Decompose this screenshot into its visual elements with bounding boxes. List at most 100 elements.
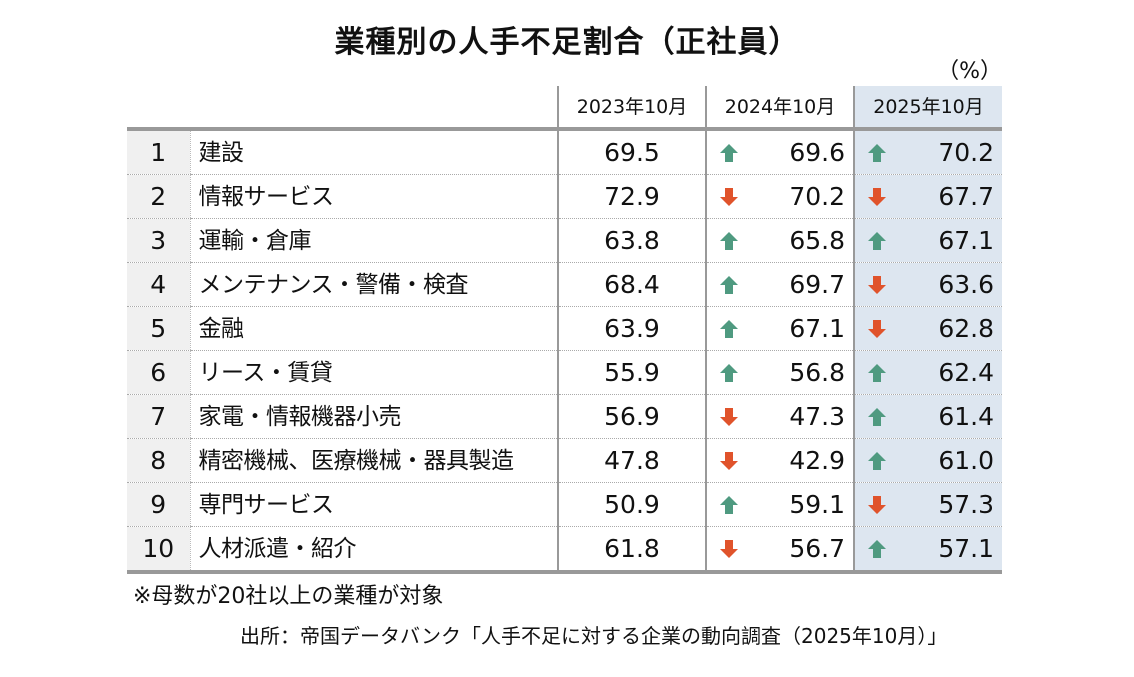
value-2025: 61.4 [938, 401, 994, 431]
table-row: 10 人材派遣・紹介 61.8 56.7 57.1 [127, 526, 1002, 574]
value-2024-cell: 69.6 [705, 129, 854, 175]
value-2025-cell: 63.6 [853, 262, 1002, 307]
value-2025: 61.0 [938, 445, 994, 475]
table-row: 9 専門サービス 50.9 59.1 57.3 [127, 482, 1002, 527]
arrow-up-icon [868, 143, 886, 162]
table-body: 1 建設 69.5 69.6 70.2 2 情報サービス 72.9 70.2 67.7 3 運輸・倉庫… [127, 129, 1002, 574]
value-2025-box: 61.4 [856, 401, 1002, 432]
value-2025: 63.6 [938, 269, 994, 299]
value-2025-box: 61.0 [856, 445, 1002, 476]
value-2025-cell: 70.2 [853, 129, 1002, 175]
value-2025-cell: 57.3 [853, 482, 1002, 527]
value-2025: 67.1 [938, 225, 994, 255]
value-2025-box: 70.2 [856, 137, 1002, 168]
value-2025-cell: 67.7 [853, 174, 1002, 219]
value-2023-cell: 63.8 [557, 218, 706, 263]
value-2024-box: 42.9 [708, 445, 853, 476]
value-2024-cell: 59.1 [705, 482, 854, 527]
header-2023: 2023年10月 [557, 86, 706, 131]
value-2025: 57.3 [938, 489, 994, 519]
rank-cell: 7 [127, 394, 190, 439]
value-2025-cell: 57.1 [853, 526, 1002, 574]
value-2024-box: 67.1 [708, 314, 853, 344]
industry-cell: メンテナンス・警備・検査 [189, 262, 558, 307]
value-2024-cell: 56.8 [705, 350, 854, 395]
value-2024: 59.1 [789, 489, 845, 519]
industry-cell: 専門サービス [189, 482, 558, 527]
arrow-up-icon [868, 451, 886, 470]
arrow-up-icon [720, 495, 738, 514]
arrow-up-icon [720, 275, 738, 294]
value-2025-box: 57.3 [856, 489, 1002, 520]
industry-cell: リース・賃貸 [189, 350, 558, 395]
table-row: 7 家電・情報機器小売 56.9 47.3 61.4 [127, 394, 1002, 439]
value-2024-box: 70.2 [708, 181, 853, 212]
industry-cell: 運輸・倉庫 [189, 218, 558, 263]
arrow-down-icon [720, 539, 738, 558]
industry-cell: 情報サービス [189, 174, 558, 219]
arrow-up-icon [720, 319, 738, 338]
value-2024-box: 69.6 [708, 138, 853, 168]
value-2025-cell: 62.8 [853, 306, 1002, 351]
arrow-up-icon [720, 231, 738, 250]
value-2025-cell: 61.4 [853, 394, 1002, 439]
industry-cell: 金融 [189, 306, 558, 351]
value-2023-cell: 63.9 [557, 306, 706, 351]
footnote: ※母数が20社以上の業種が対象 [133, 584, 444, 609]
value-2025-box: 63.6 [856, 269, 1002, 300]
rank-cell: 1 [127, 129, 190, 175]
value-2023-cell: 72.9 [557, 174, 706, 219]
rank-cell: 8 [127, 438, 190, 483]
value-2024-cell: 65.8 [705, 218, 854, 263]
rank-cell: 6 [127, 350, 190, 395]
value-2025: 57.1 [938, 533, 994, 563]
value-2024-box: 56.8 [708, 357, 853, 388]
arrow-up-icon [868, 231, 886, 250]
table-wrapper: 2023年10月 2024年10月 2025年10月 1 建設 69.5 69.6 70… [127, 86, 1002, 648]
value-2024: 56.8 [789, 357, 845, 387]
table-row: 1 建設 69.5 69.6 70.2 [127, 129, 1002, 175]
value-2024: 70.2 [789, 181, 845, 211]
arrow-up-icon [720, 143, 738, 162]
arrow-up-icon [868, 539, 886, 558]
arrow-down-icon [720, 187, 738, 206]
value-2023-cell: 69.5 [557, 129, 706, 175]
value-2024-cell: 70.2 [705, 174, 854, 219]
value-2024-box: 59.1 [708, 489, 853, 520]
value-2024: 42.9 [789, 445, 845, 475]
industry-cell: 建設 [189, 129, 558, 175]
unit-label: （%） [937, 59, 1002, 84]
arrow-down-icon [720, 407, 738, 426]
value-2025: 70.2 [938, 137, 994, 167]
table-row: 2 情報サービス 72.9 70.2 67.7 [127, 174, 1002, 219]
value-2024: 56.7 [789, 533, 845, 563]
value-2025-box: 62.4 [856, 358, 1002, 388]
header-row: 2023年10月 2024年10月 2025年10月 [127, 86, 1002, 131]
arrow-up-icon [868, 407, 886, 426]
value-2024-cell: 47.3 [705, 394, 854, 439]
value-2024-cell: 69.7 [705, 262, 854, 307]
rank-cell: 9 [127, 482, 190, 527]
table-row: 8 精密機械、医療機械・器具製造 47.8 42.9 61.0 [127, 438, 1002, 483]
header-2024: 2024年10月 [705, 86, 854, 131]
table-row: 6 リース・賃貸 55.9 56.8 62.4 [127, 350, 1002, 395]
value-2024: 69.7 [789, 269, 845, 299]
rank-cell: 4 [127, 262, 190, 307]
value-2024: 47.3 [789, 401, 845, 431]
header-blank [127, 86, 558, 131]
arrow-down-icon [868, 319, 886, 338]
table-title: 業種別の人手不足割合（正社員） [334, 25, 800, 60]
table-row: 3 運輸・倉庫 63.8 65.8 67.1 [127, 218, 1002, 263]
value-2024-box: 65.8 [708, 225, 853, 256]
industry-cell: 人材派遣・紹介 [189, 526, 558, 574]
rank-cell: 10 [127, 526, 190, 574]
value-2024: 65.8 [789, 225, 845, 255]
arrow-up-icon [868, 363, 886, 382]
industry-cell: 家電・情報機器小売 [189, 394, 558, 439]
value-2024-box: 69.7 [708, 269, 853, 300]
industry-cell: 精密機械、医療機械・器具製造 [189, 438, 558, 483]
arrow-down-icon [868, 275, 886, 294]
value-2023-cell: 56.9 [557, 394, 706, 439]
value-2023-cell: 68.4 [557, 262, 706, 307]
value-2024-cell: 42.9 [705, 438, 854, 483]
